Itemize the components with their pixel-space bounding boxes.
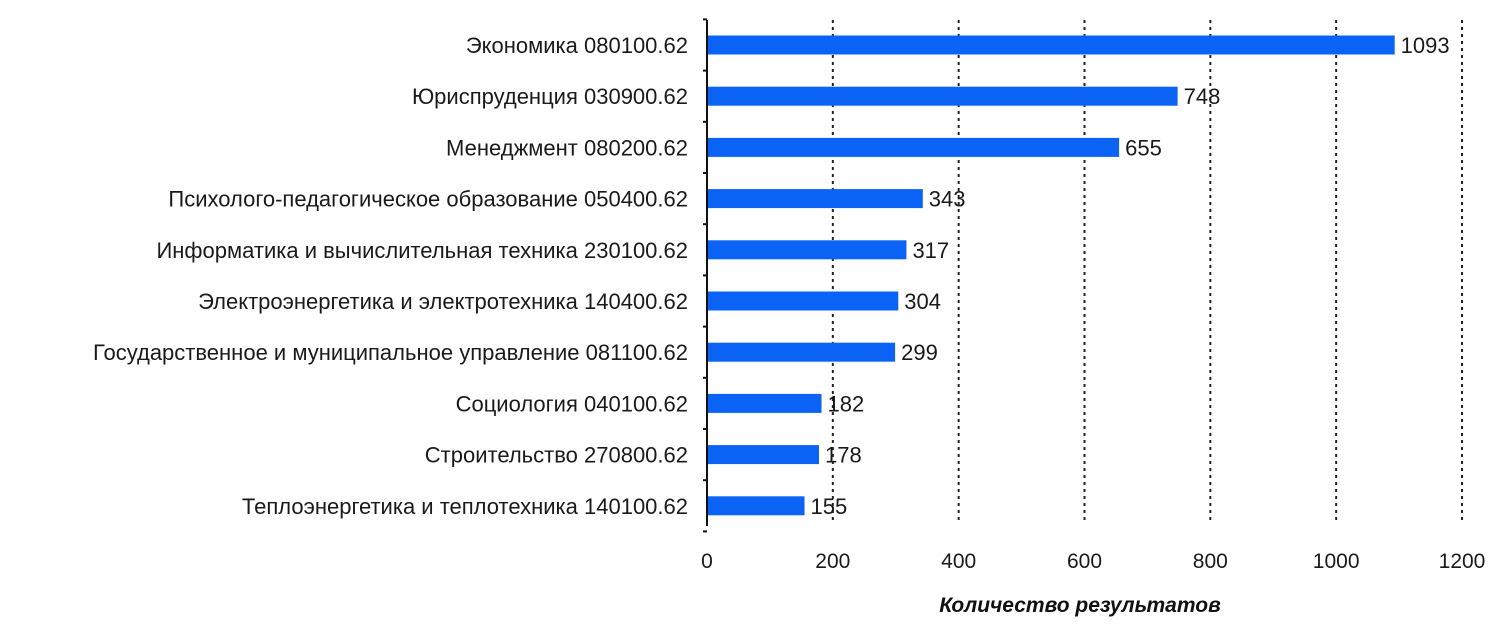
category-label: Электроэнергетика и электротехника 14040…	[198, 289, 688, 314]
labels: 1093 Экономика 080100.62 748 Юриспруденция …	[93, 33, 1485, 573]
data-label: 1093	[1401, 33, 1450, 58]
x-tick-label: 1000	[1313, 550, 1360, 573]
data-label: 299	[901, 340, 938, 365]
bar	[707, 291, 899, 311]
x-tick-label: 200	[815, 550, 850, 573]
bar	[707, 86, 1178, 106]
bar	[707, 496, 805, 516]
bar	[707, 393, 822, 413]
data-label: 343	[929, 187, 966, 212]
bar	[707, 137, 1120, 157]
category-label: Юриспруденция 030900.62	[412, 84, 688, 109]
x-tick-label: 600	[1067, 550, 1102, 573]
data-label: 178	[825, 443, 862, 468]
axes	[703, 18, 708, 533]
category-label: Социология 040100.62	[456, 391, 688, 416]
data-label: 655	[1125, 135, 1162, 160]
x-tick-label: 0	[701, 550, 713, 573]
bars	[707, 35, 1395, 516]
data-label: 317	[912, 238, 949, 263]
x-axis-title: Количество результатов	[939, 594, 1221, 617]
x-tick-label: 400	[941, 550, 976, 573]
x-tick-label: 800	[1193, 550, 1228, 573]
bar	[707, 35, 1395, 55]
data-label: 748	[1184, 84, 1221, 109]
category-label: Государственное и муниципальное управлен…	[93, 340, 688, 365]
category-label: Психолого-педагогическое образование 050…	[168, 187, 688, 212]
category-label: Информатика и вычислительная техника 230…	[156, 238, 688, 263]
category-label: Теплоэнергетика и теплотехника 140100.62	[242, 494, 688, 519]
data-label: 155	[811, 494, 848, 519]
bar	[707, 445, 819, 465]
x-tick-label: 1200	[1439, 550, 1486, 573]
data-label: 182	[828, 391, 865, 416]
bar	[707, 189, 923, 209]
data-label: 304	[904, 289, 941, 314]
category-label: Экономика 080100.62	[466, 33, 688, 58]
category-label: Менеджмент 080200.62	[446, 135, 688, 160]
category-label: Строительство 270800.62	[425, 443, 688, 468]
bar	[707, 240, 907, 260]
bar	[707, 342, 896, 362]
